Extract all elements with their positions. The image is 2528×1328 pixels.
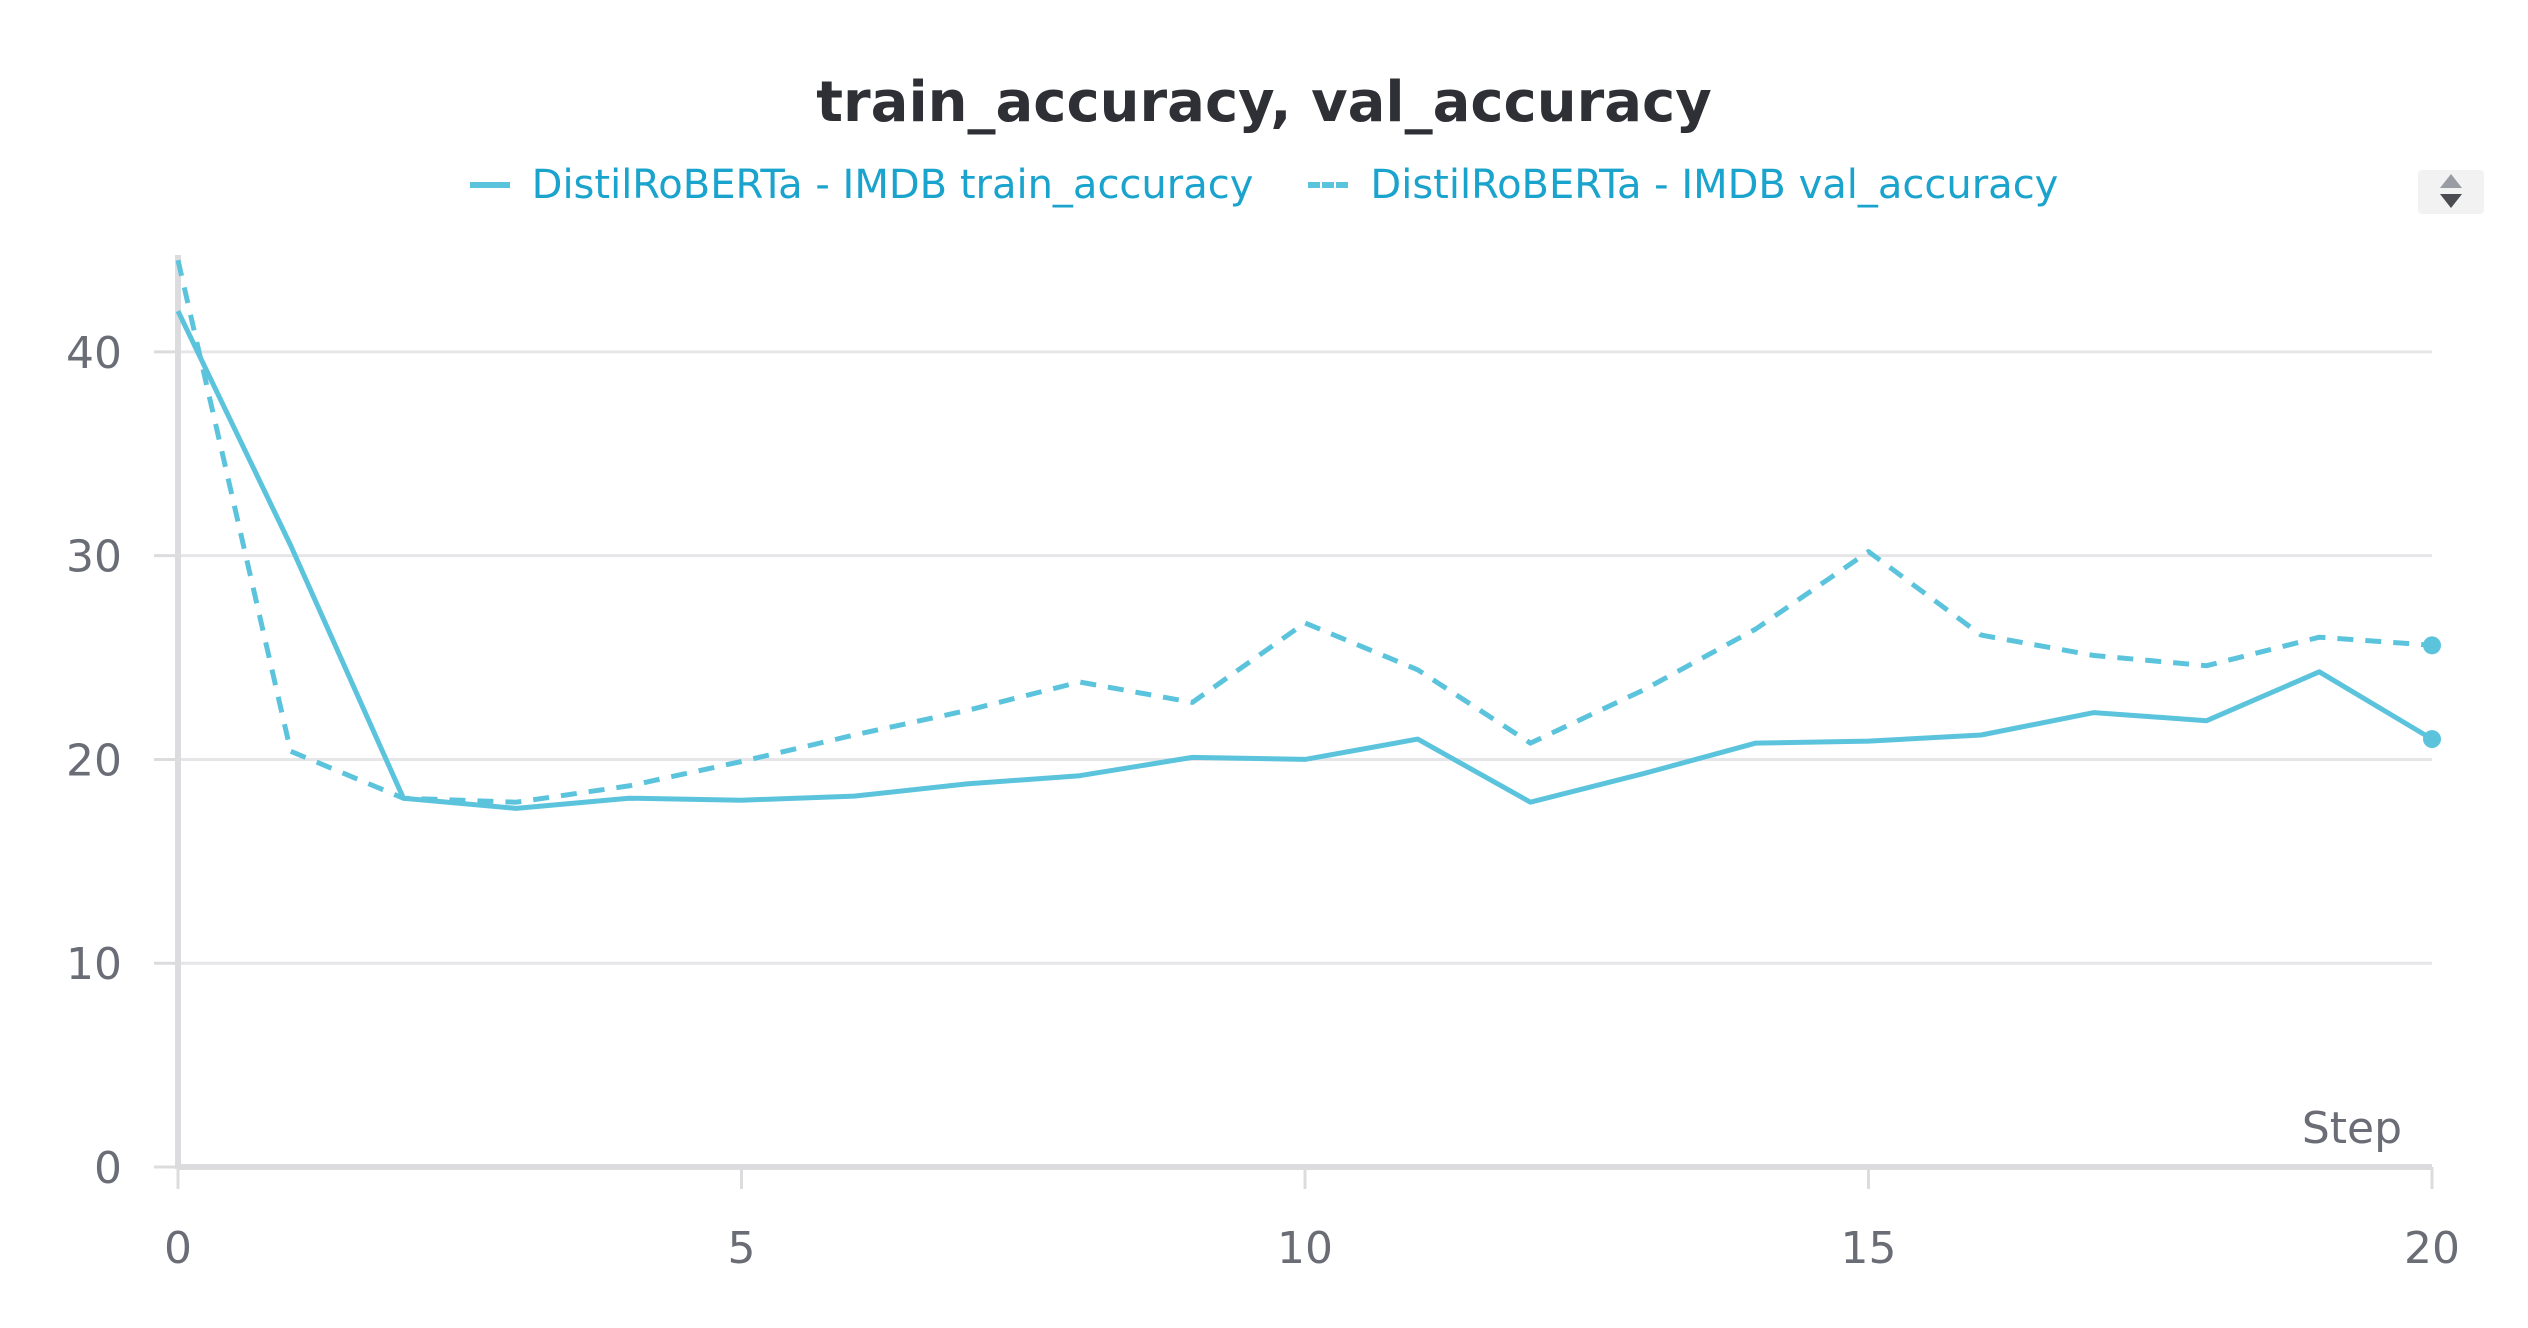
scroll-up-icon[interactable] — [2440, 174, 2462, 188]
series-endpoint-train — [2423, 730, 2441, 749]
x-tick-label-0: 0 — [164, 1223, 192, 1274]
series-line-train — [175, 310, 2434, 811]
series-endpoint-val — [2423, 636, 2441, 655]
x-axis-label: Step — [2302, 1103, 2402, 1154]
legend-item-train[interactable]: DistilRoBERTa - IMDB train_accuracy — [469, 162, 1254, 208]
axes — [154, 255, 2434, 1189]
legend-scroll-icon[interactable] — [2418, 170, 2484, 214]
series-lines — [175, 259, 2441, 811]
legend-label-val: DistilRoBERTa - IMDB val_accuracy — [1370, 162, 2059, 208]
series-line-val — [175, 259, 2433, 805]
x-tick-label-10: 10 — [1277, 1223, 1333, 1274]
legend-swatch-solid — [469, 182, 510, 188]
x-tick-label-15: 15 — [1841, 1223, 1897, 1274]
legend-swatch-dashed — [1308, 182, 1349, 188]
tick-labels: 0 10 20 30 40 0 5 10 15 20 — [66, 328, 2460, 1274]
y-tick-label-30: 30 — [66, 532, 122, 583]
x-tick-label-20: 20 — [2404, 1223, 2460, 1274]
y-tick-label-0: 0 — [94, 1143, 122, 1194]
y-tick-label-10: 10 — [66, 939, 122, 990]
y-tick-label-40: 40 — [66, 328, 122, 379]
legend: DistilRoBERTa - IMDB train_accuracy Dist… — [0, 162, 2528, 208]
legend-label-train: DistilRoBERTa - IMDB train_accuracy — [531, 162, 1254, 208]
chart-title: train_accuracy, val_accuracy — [816, 70, 1712, 135]
scroll-down-icon[interactable] — [2440, 194, 2462, 208]
x-tick-label-5: 5 — [728, 1223, 756, 1274]
legend-item-val[interactable]: DistilRoBERTa - IMDB val_accuracy — [1308, 162, 2058, 208]
y-tick-label-20: 20 — [66, 735, 122, 786]
